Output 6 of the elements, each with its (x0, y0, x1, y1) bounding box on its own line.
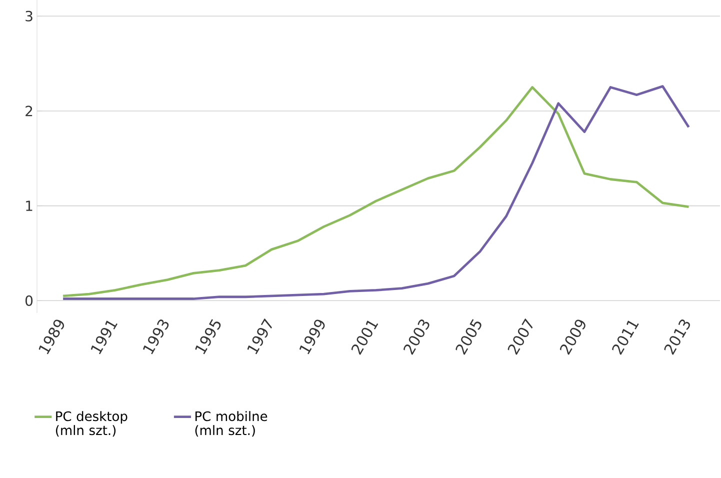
legend-label: PC desktop (mln szt.) (56, 411, 128, 437)
legend-label: PC mobilne (mln szt.) (195, 411, 268, 437)
y-tick-label: 3 (26, 10, 32, 22)
y-tick-label: 1 (26, 200, 32, 211)
y-tick-label: 0 (25, 295, 33, 306)
y-tick-label: 2 (26, 106, 32, 116)
